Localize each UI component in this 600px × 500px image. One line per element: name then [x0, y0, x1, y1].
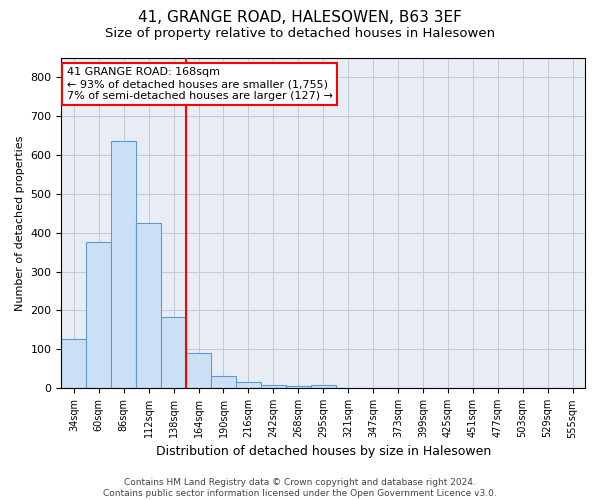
- Bar: [286, 386, 311, 388]
- Bar: [211, 376, 236, 388]
- Bar: [61, 339, 86, 388]
- Text: Contains HM Land Registry data © Crown copyright and database right 2024.
Contai: Contains HM Land Registry data © Crown c…: [103, 478, 497, 498]
- Bar: [86, 242, 111, 388]
- Y-axis label: Number of detached properties: Number of detached properties: [15, 135, 25, 310]
- X-axis label: Distribution of detached houses by size in Halesowen: Distribution of detached houses by size …: [155, 444, 491, 458]
- Bar: [136, 223, 161, 388]
- Text: Size of property relative to detached houses in Halesowen: Size of property relative to detached ho…: [105, 28, 495, 40]
- Text: 41 GRANGE ROAD: 168sqm
← 93% of detached houses are smaller (1,755)
7% of semi-d: 41 GRANGE ROAD: 168sqm ← 93% of detached…: [67, 68, 332, 100]
- Bar: [111, 141, 136, 388]
- Bar: [311, 385, 335, 388]
- Bar: [161, 317, 186, 388]
- Text: 41, GRANGE ROAD, HALESOWEN, B63 3EF: 41, GRANGE ROAD, HALESOWEN, B63 3EF: [138, 10, 462, 25]
- Bar: [261, 385, 286, 388]
- Bar: [186, 354, 211, 388]
- Bar: [236, 382, 261, 388]
